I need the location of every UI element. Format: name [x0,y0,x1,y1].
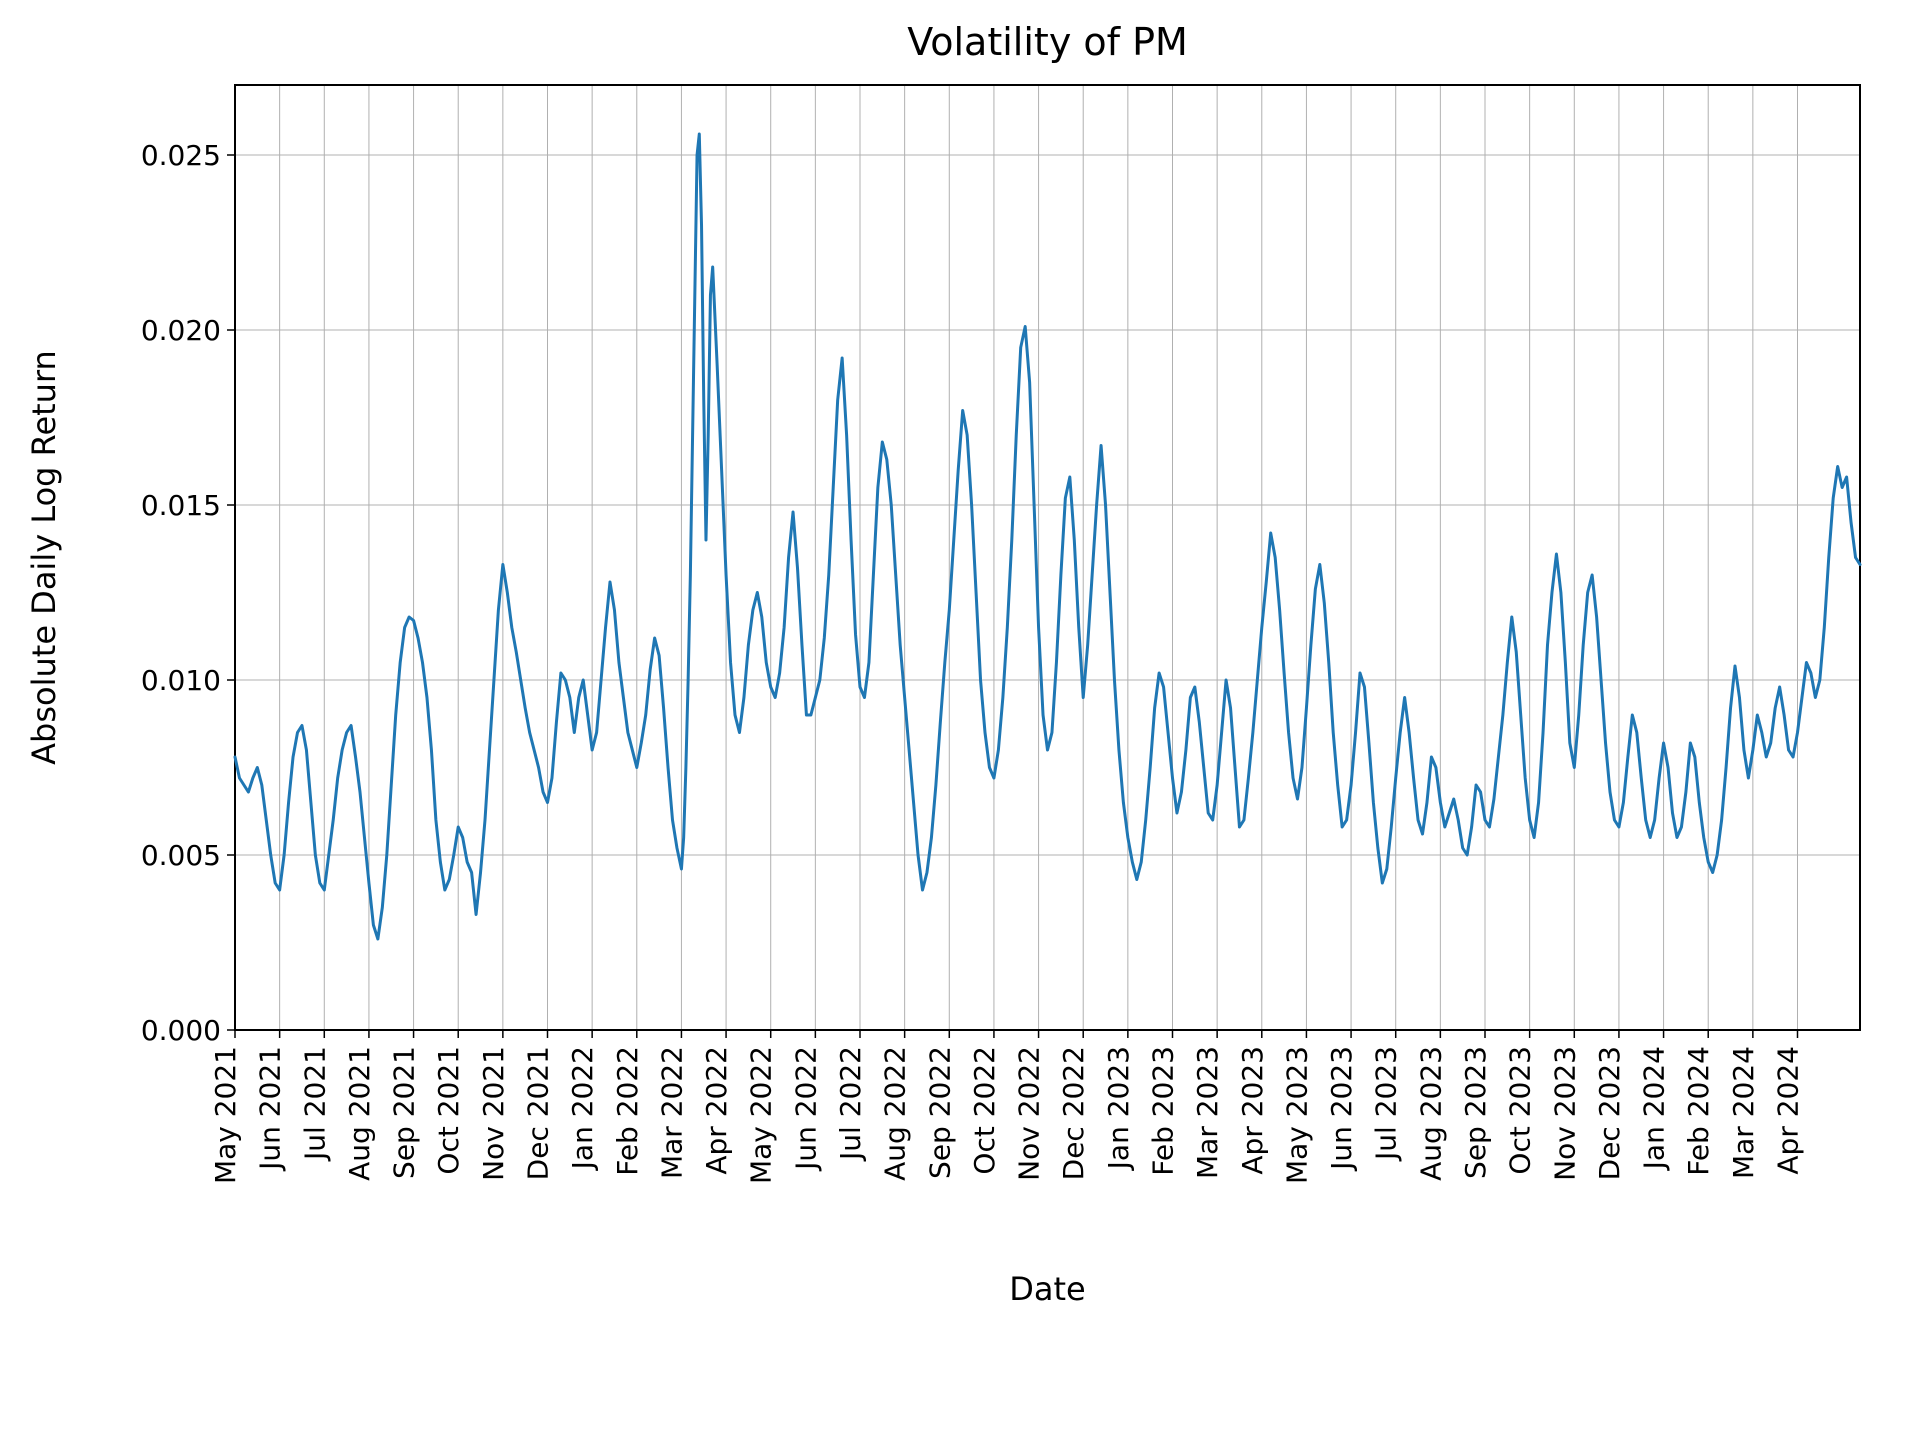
xtick-label: Jul 2022 [834,1046,867,1162]
x-axis-label: Date [1009,1270,1085,1308]
xtick-label: Dec 2022 [1057,1046,1090,1180]
chart-svg: 0.000 0.005 0.010 0.015 0.020 0.025 May 2021 Ju… [0,0,1920,1440]
xtick-label: Aug 2023 [1414,1046,1447,1181]
xtick-label: Sep 2021 [388,1046,421,1179]
xtick-label: May 2022 [745,1046,778,1184]
y-axis-label: Absolute Daily Log Return [25,350,63,765]
xtick-label: Sep 2022 [923,1046,956,1179]
chart-title: Volatility of PM [907,20,1188,64]
xtick-label: Jun 2022 [789,1046,822,1172]
ytick-label: 0.015 [141,489,221,522]
ytick-label: 0.025 [141,139,221,172]
xtick-label: Aug 2022 [879,1046,912,1181]
xtick-label: Aug 2021 [343,1046,376,1181]
xtick-label: Nov 2022 [1013,1046,1046,1181]
xtick-label: Jul 2021 [298,1046,331,1162]
xtick-label: Oct 2021 [432,1046,465,1175]
xtick-label: Nov 2021 [477,1046,510,1181]
ytick-label: 0.000 [141,1014,221,1047]
xtick-label: Dec 2023 [1593,1046,1626,1180]
xtick-label: Mar 2023 [1191,1046,1224,1179]
xtick-label: Oct 2022 [968,1046,1001,1175]
xtick-label: Apr 2023 [1236,1046,1269,1175]
xtick-label: May 2023 [1280,1046,1313,1184]
xtick-label: Jun 2021 [254,1046,287,1172]
xtick-label: Sep 2023 [1459,1046,1492,1179]
xtick-label: Jun 2023 [1325,1046,1358,1172]
xtick-label: Mar 2024 [1727,1046,1760,1179]
ytick-label: 0.010 [141,664,221,697]
volatility-chart: 0.000 0.005 0.010 0.015 0.020 0.025 May 2021 Ju… [0,0,1920,1440]
xtick-label: Feb 2024 [1682,1046,1715,1176]
xtick-label: Feb 2022 [611,1046,644,1176]
xtick-label: Apr 2024 [1772,1046,1805,1175]
ytick-label: 0.005 [141,839,221,872]
xtick-label: Nov 2023 [1548,1046,1581,1181]
xtick-label: Jan 2022 [566,1046,599,1171]
xtick-label: Dec 2021 [522,1046,555,1180]
xtick-label: Jul 2023 [1370,1046,1403,1162]
xtick-label: Mar 2022 [655,1046,688,1179]
xtick-label: Jan 2023 [1102,1046,1135,1171]
xtick-label: Apr 2022 [700,1046,733,1175]
xtick-label: Oct 2023 [1504,1046,1537,1175]
xtick-label: Feb 2023 [1147,1046,1180,1176]
ytick-label: 0.020 [141,314,221,347]
xtick-label: May 2021 [209,1046,242,1184]
xtick-label: Jan 2024 [1638,1046,1671,1171]
